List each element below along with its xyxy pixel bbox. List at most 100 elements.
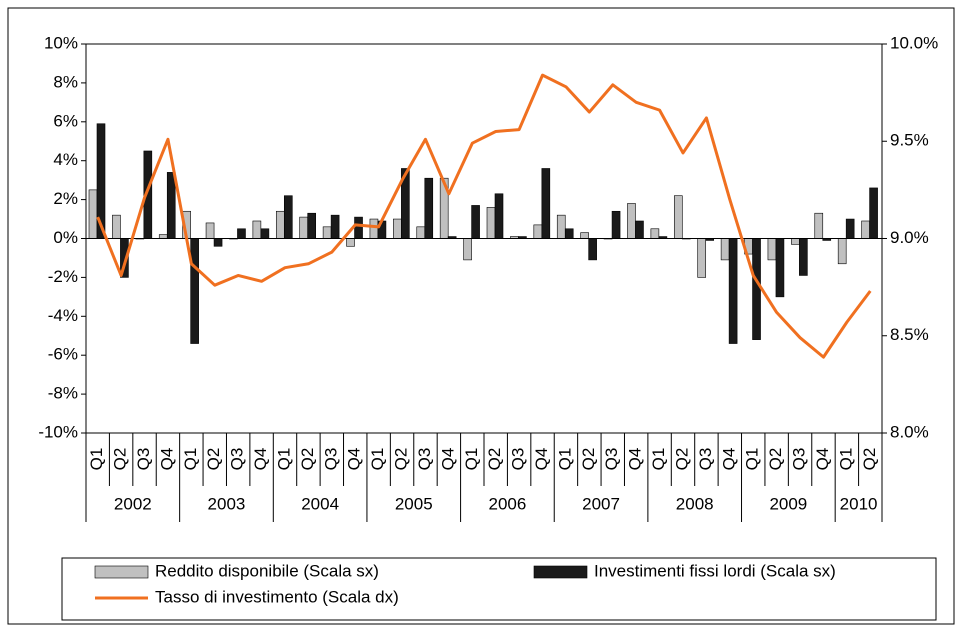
bar xyxy=(354,216,363,239)
bar xyxy=(393,218,402,239)
bar xyxy=(673,195,683,239)
bar xyxy=(112,214,121,239)
bar xyxy=(814,212,824,239)
y2-tick-label: 8.5% xyxy=(890,325,929,344)
bar xyxy=(650,228,660,239)
bar xyxy=(322,226,332,239)
bar xyxy=(275,210,285,239)
bar xyxy=(799,238,808,276)
x-tick-label: Q1 xyxy=(649,448,668,471)
legend-label: Tasso di investimento (Scala dx) xyxy=(155,587,399,606)
y-tick-label: 6% xyxy=(53,111,78,130)
y-tick-label: -4% xyxy=(48,306,78,325)
x-tick-label: Q4 xyxy=(626,448,645,471)
x-tick-label: Q2 xyxy=(111,448,130,471)
bar xyxy=(861,220,870,239)
bar xyxy=(556,214,566,239)
bar xyxy=(252,220,262,239)
line xyxy=(96,73,872,359)
y-tick-label: 0% xyxy=(53,228,78,247)
y2-tick-label: 9.0% xyxy=(890,228,929,247)
x-tick-label: Q4 xyxy=(438,448,457,471)
x-tick-label: Q3 xyxy=(321,448,340,471)
x-tick-label: Q2 xyxy=(298,448,317,471)
bar xyxy=(166,172,176,239)
legend-box xyxy=(61,557,937,621)
bar xyxy=(299,216,309,239)
x-group-label: 2002 xyxy=(114,494,152,513)
bar xyxy=(627,203,636,239)
bar xyxy=(471,205,480,239)
x-tick-label: Q1 xyxy=(181,448,200,471)
x-tick-label: Q1 xyxy=(274,448,293,471)
x-tick-label: Q4 xyxy=(345,448,364,471)
bar xyxy=(845,218,855,239)
bar xyxy=(564,228,574,239)
x-group-label: 2006 xyxy=(488,494,526,513)
x-tick-label: Q1 xyxy=(836,448,855,471)
bar xyxy=(416,226,426,239)
x-tick-label: Q4 xyxy=(251,448,270,471)
bar xyxy=(205,222,215,239)
bar xyxy=(190,238,199,344)
x-tick-label: Q2 xyxy=(204,448,223,471)
bar xyxy=(424,177,434,239)
bar xyxy=(541,168,551,239)
y2-tick-label: 8.0% xyxy=(890,422,929,441)
x-group-label: 2003 xyxy=(208,494,246,513)
bar xyxy=(728,238,738,344)
bar xyxy=(767,238,777,261)
bar xyxy=(494,193,504,239)
bar xyxy=(775,238,785,298)
x-group-label: 2005 xyxy=(395,494,433,513)
bar xyxy=(237,228,246,239)
bar xyxy=(580,232,589,239)
x-tick-label: Q3 xyxy=(696,448,715,471)
bar xyxy=(611,210,621,239)
bar xyxy=(752,238,761,340)
y-tick-label: 10% xyxy=(44,33,78,52)
y-tick-label: 4% xyxy=(53,150,78,169)
bar xyxy=(869,187,878,239)
x-tick-label: Q3 xyxy=(509,448,528,471)
bar xyxy=(307,212,317,239)
x-tick-label: Q4 xyxy=(157,448,176,471)
x-tick-label: Q1 xyxy=(87,448,106,471)
x-tick-label: Q2 xyxy=(672,448,691,471)
bar xyxy=(697,238,707,278)
x-tick-label: Q3 xyxy=(415,448,434,471)
x-tick-label: Q2 xyxy=(766,448,785,471)
bar xyxy=(260,228,270,239)
legend-swatch xyxy=(533,565,588,579)
bar xyxy=(283,195,293,239)
x-tick-label: Q2 xyxy=(860,448,879,471)
bar xyxy=(330,214,340,239)
y-tick-label: 2% xyxy=(53,189,78,208)
y-tick-label: 8% xyxy=(53,72,78,91)
x-tick-label: Q4 xyxy=(719,448,738,471)
bar xyxy=(533,224,543,239)
y-tick-label: -2% xyxy=(48,267,78,286)
x-group-label: 2004 xyxy=(301,494,339,513)
bar xyxy=(720,238,730,261)
x-tick-label: Q4 xyxy=(813,448,832,471)
x-group-label: 2007 xyxy=(582,494,620,513)
y2-tick-label: 10.0% xyxy=(890,33,938,52)
y-tick-label: -6% xyxy=(48,345,78,364)
y-tick-label: -8% xyxy=(48,384,78,403)
bar xyxy=(88,189,98,239)
x-tick-label: Q2 xyxy=(392,448,411,471)
bar xyxy=(791,238,800,245)
x-tick-label: Q2 xyxy=(579,448,598,471)
x-tick-label: Q1 xyxy=(555,448,574,471)
bar xyxy=(837,238,847,265)
legend-label: Reddito disponibile (Scala sx) xyxy=(155,561,379,580)
x-tick-label: Q4 xyxy=(532,448,551,471)
x-tick-label: Q3 xyxy=(602,448,621,471)
x-tick-label: Q1 xyxy=(462,448,481,471)
bar xyxy=(588,238,597,261)
x-group-label: 2008 xyxy=(676,494,714,513)
x-tick-label: Q3 xyxy=(790,448,809,471)
bar xyxy=(158,234,168,239)
